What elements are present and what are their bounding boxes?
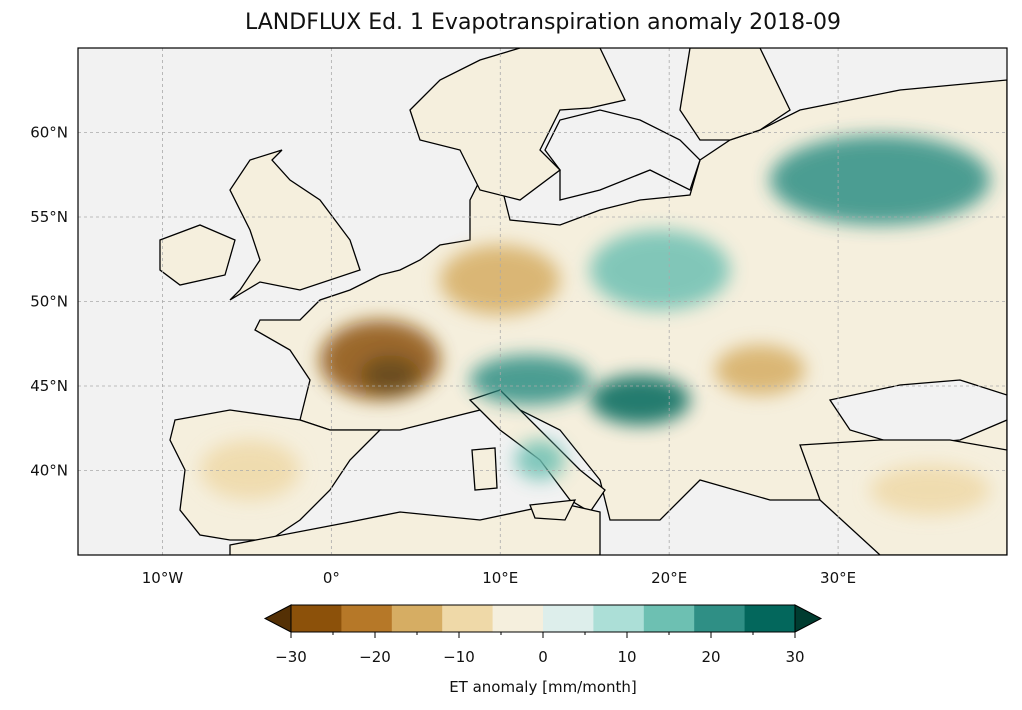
map-frame xyxy=(77,47,1008,556)
colorbar-segment xyxy=(391,605,443,632)
anomaly-turkey xyxy=(870,465,990,515)
anomaly-poland xyxy=(590,230,730,310)
colorbar-segment xyxy=(442,605,494,632)
anomaly-field xyxy=(200,135,990,515)
lon-tick-label: 10°W xyxy=(142,569,184,587)
anomaly-alps xyxy=(470,355,590,405)
lon-tick-label: 0° xyxy=(323,569,340,587)
colorbar-extend-max xyxy=(794,604,823,633)
colorbar-tick-label: −20 xyxy=(359,648,391,666)
colorbar-label: ET anomaly [mm/month] xyxy=(449,678,637,696)
lon-tick-label: 20°E xyxy=(651,569,687,587)
gridlines xyxy=(78,48,1007,555)
colorbar-segment xyxy=(593,605,645,632)
black-sea xyxy=(828,379,1007,446)
lon-tick-label: 10°E xyxy=(482,569,518,587)
anomaly-romania xyxy=(715,345,805,395)
map-title: LANDFLUX Ed. 1 Evapotranspiration anomal… xyxy=(245,10,841,35)
colorbar-segment xyxy=(291,605,342,632)
lat-tick-label: 50°N xyxy=(30,293,68,311)
lat-tick-label: 40°N xyxy=(30,462,68,480)
lon-tick-labels: 10°W 0° 10°E 20°E 30°E xyxy=(142,569,856,587)
colorbar-tick-label: 30 xyxy=(785,648,804,666)
colorbar-extend-min xyxy=(263,604,292,633)
lat-tick-label: 55°N xyxy=(30,208,68,226)
colorbar-tick-label: −30 xyxy=(275,648,307,666)
colorbar-segment xyxy=(744,605,796,632)
colorbar-tick-label: 20 xyxy=(701,648,720,666)
anomaly-france-core xyxy=(360,355,420,395)
lat-tick-labels: 60°N 55°N 50°N 45°N 40°N xyxy=(30,124,68,480)
colorbar-segment xyxy=(543,605,594,632)
sardinia xyxy=(471,447,498,491)
colorbar-tick-label: 10 xyxy=(617,648,636,666)
scandinavia xyxy=(409,48,626,201)
ireland xyxy=(159,224,236,286)
map-area xyxy=(78,48,1007,555)
anomaly-germany xyxy=(440,245,560,315)
finland xyxy=(679,48,791,141)
colorbar-segment xyxy=(694,605,746,632)
anomaly-balkans xyxy=(590,375,690,425)
colorbar-tick-label: 0 xyxy=(538,648,548,666)
colorbar: −30 −20 −10 0 10 20 30 xyxy=(263,604,823,666)
great-britain xyxy=(229,149,361,301)
lat-tick-label: 60°N xyxy=(30,124,68,142)
colorbar-segment xyxy=(492,605,544,632)
lat-tick-label: 45°N xyxy=(30,377,68,395)
anomaly-spain xyxy=(200,440,300,500)
colorbar-segment xyxy=(341,605,393,632)
lon-tick-label: 30°E xyxy=(820,569,856,587)
sicily xyxy=(529,499,577,521)
anomaly-russia xyxy=(770,135,990,225)
colorbar-segment xyxy=(643,605,695,632)
colorbar-tick-label: −10 xyxy=(443,648,475,666)
anomaly-italy xyxy=(515,440,565,480)
